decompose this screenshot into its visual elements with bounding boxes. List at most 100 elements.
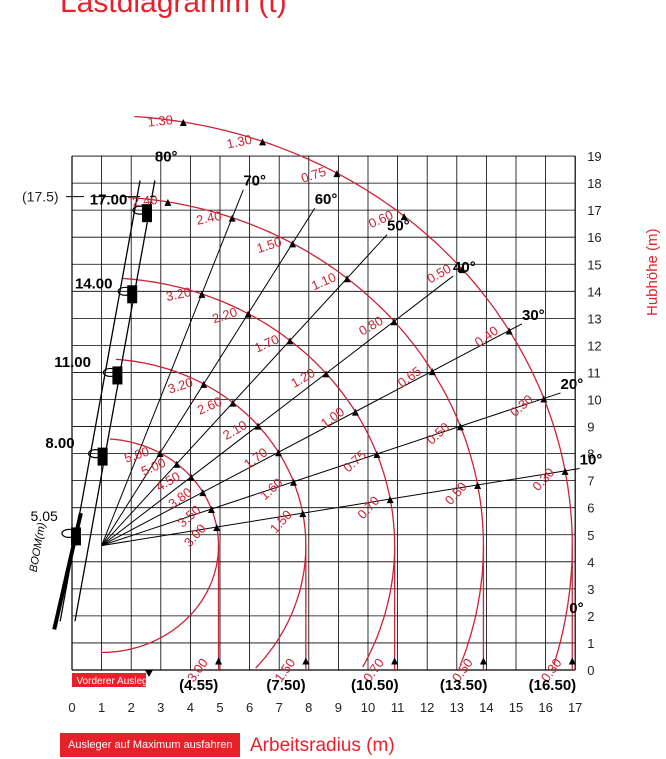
angle-label: 70° <box>243 173 266 190</box>
x-tick-label: 14 <box>479 700 493 715</box>
y-tick-label: 2 <box>587 609 594 624</box>
y-tick-label: 7 <box>587 474 594 489</box>
y-tick-label: 19 <box>587 149 601 164</box>
x-tick-label: 3 <box>157 700 164 715</box>
angle-label: 30° <box>522 307 545 324</box>
boom-length-label: 17.00 <box>90 192 128 209</box>
y-tick-label: 6 <box>587 501 594 516</box>
x-tick-labels: 0 1 2 3 4 5 6 7 8 9 10 11 12 13 14 15 16 17 <box>68 700 582 715</box>
boom-length-label: 11.00 <box>54 354 91 371</box>
load-value: 1.70 <box>252 331 281 355</box>
radius-label: (13.50) <box>440 677 488 694</box>
load-markers <box>157 119 576 665</box>
y-tick-label: 13 <box>587 311 601 326</box>
load-value: 0.65 <box>395 363 424 390</box>
x-tick-label: 15 <box>509 700 523 715</box>
load-value: 1.30 <box>147 112 174 130</box>
angle-label: 40° <box>453 259 476 276</box>
radius-label: (4.55) <box>179 677 218 694</box>
load-values: 3.003.003.503.804.505.005.001.501.501.60… <box>122 112 564 685</box>
y-tick-label: 18 <box>587 176 601 191</box>
x-tick-label: 12 <box>420 700 434 715</box>
load-arc <box>122 278 395 667</box>
x-tick-label: 16 <box>538 700 552 715</box>
x-tick-label: 6 <box>246 700 253 715</box>
load-value: 0.75 <box>299 164 328 186</box>
y-tick-label: 11 <box>587 365 601 380</box>
y-tick-label: 16 <box>587 230 601 245</box>
load-value: 0.75 <box>340 447 369 475</box>
load-marker <box>429 368 436 375</box>
angle-label: 50° <box>387 218 410 235</box>
load-value: 0.80 <box>356 313 385 339</box>
x-tick-label: 5 <box>216 700 223 715</box>
x-tick-label: 10 <box>361 700 375 715</box>
y-tick-label: 17 <box>587 203 601 218</box>
angle-line <box>102 324 522 546</box>
radius-label: (16.50) <box>529 677 577 694</box>
y-tick-label: 10 <box>587 393 601 408</box>
angle-line <box>102 190 244 546</box>
angle-label: 20° <box>561 376 584 393</box>
load-value: 1.10 <box>309 269 338 293</box>
max-height-label: (17.5) <box>22 189 59 205</box>
load-value: 1.70 <box>241 445 270 472</box>
load-value: 0.70 <box>354 493 382 522</box>
extend-boom-button[interactable]: Ausleger auf Maximum ausfahren <box>60 733 240 757</box>
boom-length-label: 14.00 <box>75 276 113 293</box>
load-marker <box>391 658 398 665</box>
y-tick-label: 12 <box>587 338 601 353</box>
load-value: 0.50 <box>424 419 453 447</box>
load-marker <box>506 328 513 335</box>
x-tick-label: 7 <box>276 700 283 715</box>
load-value: 0.30 <box>529 465 557 494</box>
x-tick-label: 8 <box>305 700 312 715</box>
angle-label: 60° <box>315 191 338 208</box>
load-marker <box>275 449 282 456</box>
x-tick-label: 11 <box>391 700 405 715</box>
y-tick-label: 14 <box>587 284 601 299</box>
load-value: 1.50 <box>267 507 295 536</box>
y-tick-label: 3 <box>587 582 594 597</box>
load-marker <box>302 658 309 665</box>
boom-length-label: 8.00 <box>45 435 74 452</box>
load-marker <box>352 409 359 416</box>
x-tick-label: 1 <box>98 700 105 715</box>
x-tick-label: 2 <box>128 700 135 715</box>
angle-lines <box>102 190 580 546</box>
load-value: 2.40 <box>131 192 158 210</box>
boom-length-label: 5.05 <box>31 508 58 524</box>
load-value: 1.30 <box>225 132 253 152</box>
y-tick-label: 15 <box>587 257 601 272</box>
load-value: 2.10 <box>220 417 249 443</box>
right-axis-label: Hubhöhe (m) <box>644 228 661 316</box>
load-value: 2.20 <box>210 304 239 326</box>
x-tick-label: 0 <box>68 700 75 715</box>
angle-line <box>102 276 453 546</box>
y-tick-label: 5 <box>587 528 594 543</box>
x-tick-label: 9 <box>335 700 342 715</box>
load-marker <box>199 489 206 496</box>
y-tick-label: 0 <box>587 663 594 678</box>
angle-line <box>102 208 315 545</box>
angle-label: 0° <box>569 600 583 617</box>
right-axis-label-wrap: Hubhöhe (m) <box>626 228 656 318</box>
x-tick-label: 4 <box>187 700 194 715</box>
y-tick-label: 4 <box>587 555 594 570</box>
angle-label: 80° <box>155 148 178 165</box>
load-value: 0.50 <box>442 479 470 508</box>
front-label: Vorderer Ausleger <box>76 676 157 687</box>
angle-label: 10° <box>580 452 603 469</box>
load-value: 1.20 <box>288 365 317 391</box>
boom-axis-label: BOOM(m) <box>28 521 49 573</box>
load-value: 2.40 <box>195 208 223 228</box>
y-tick-labels: 012345678910111213141516171819 <box>587 149 601 678</box>
radius-label: (7.50) <box>266 677 305 694</box>
radius-label: (10.50) <box>351 677 399 694</box>
x-tick-label: 13 <box>450 700 464 715</box>
x-axis-label: Arbeitsradius (m) <box>250 735 395 757</box>
load-value: 1.60 <box>257 475 286 503</box>
misc-labels: 80° 70° 60° 50° 40° 30° 20° 10° 0° 5.05 8.00 11.00 1… <box>22 148 602 694</box>
load-value: 3.20 <box>165 284 193 304</box>
